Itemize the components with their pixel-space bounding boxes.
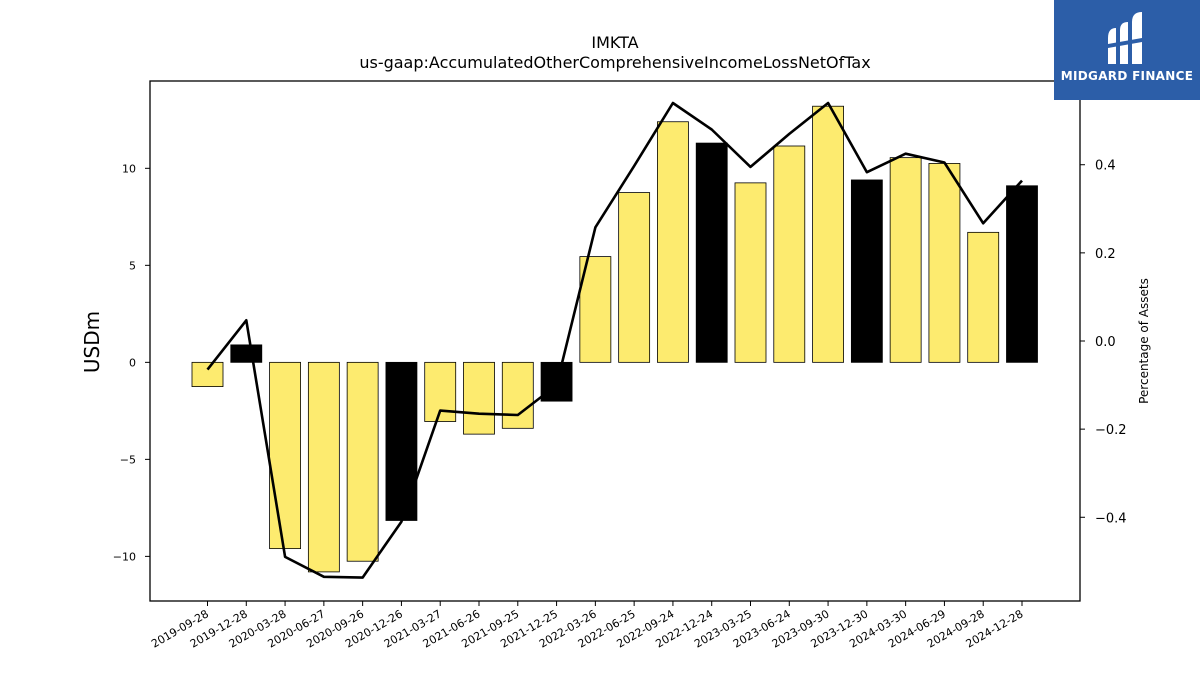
bar-2022-12-24 xyxy=(695,142,728,363)
y-tick-label: −10 xyxy=(113,550,136,563)
chart-subtitle: us-gaap:AccumulatedOtherComprehensiveInc… xyxy=(359,53,871,72)
y-tick-label: 10 xyxy=(122,162,136,175)
bar-2024-09-28 xyxy=(967,231,1000,363)
y-axis-label: USDm xyxy=(80,311,104,373)
y2-axis-label: Percentage of Assets xyxy=(1137,278,1151,404)
bar-2020-06-27 xyxy=(307,361,340,573)
bar-2021-09-25 xyxy=(501,361,534,429)
y-tick-label: 0 xyxy=(129,356,136,369)
bar-2023-12-30 xyxy=(850,179,883,363)
bar-2024-06-29 xyxy=(928,163,961,363)
y2-tick-label: −0.4 xyxy=(1095,511,1127,526)
percentage-of-assets-line xyxy=(206,101,1023,579)
bar-2022-06-25 xyxy=(618,192,651,363)
bar-2023-06-24 xyxy=(773,145,806,363)
bar-2022-09-24 xyxy=(657,121,689,363)
bar-2023-03-25 xyxy=(734,182,767,363)
y2-tick-label: −0.2 xyxy=(1095,423,1127,438)
chart-title: IMKTA xyxy=(591,33,639,52)
bar-2021-06-26 xyxy=(463,361,495,435)
bar-2019-09-28 xyxy=(191,361,224,387)
y-tick-label: −5 xyxy=(120,453,136,466)
bar-2020-09-26 xyxy=(346,361,379,562)
logo-text: MIDGARD FINANCE xyxy=(1060,69,1194,83)
bar-2019-12-28 xyxy=(230,344,263,363)
logo-mark-icon xyxy=(1108,12,1142,64)
bar-2020-12-26 xyxy=(385,361,418,521)
bar-2023-09-30 xyxy=(812,105,844,363)
bar-2024-03-30 xyxy=(889,157,922,363)
bar-2024-12-28 xyxy=(1006,185,1038,363)
y2-tick-label: 0.4 xyxy=(1095,159,1116,174)
midgard-finance-logo: MIDGARD FINANCE xyxy=(1054,0,1200,100)
y-tick-label: 5 xyxy=(129,259,136,272)
y2-tick-label: 0.0 xyxy=(1095,335,1116,350)
bar-2020-03-28 xyxy=(269,361,301,550)
y2-tick-label: 0.2 xyxy=(1095,247,1116,262)
